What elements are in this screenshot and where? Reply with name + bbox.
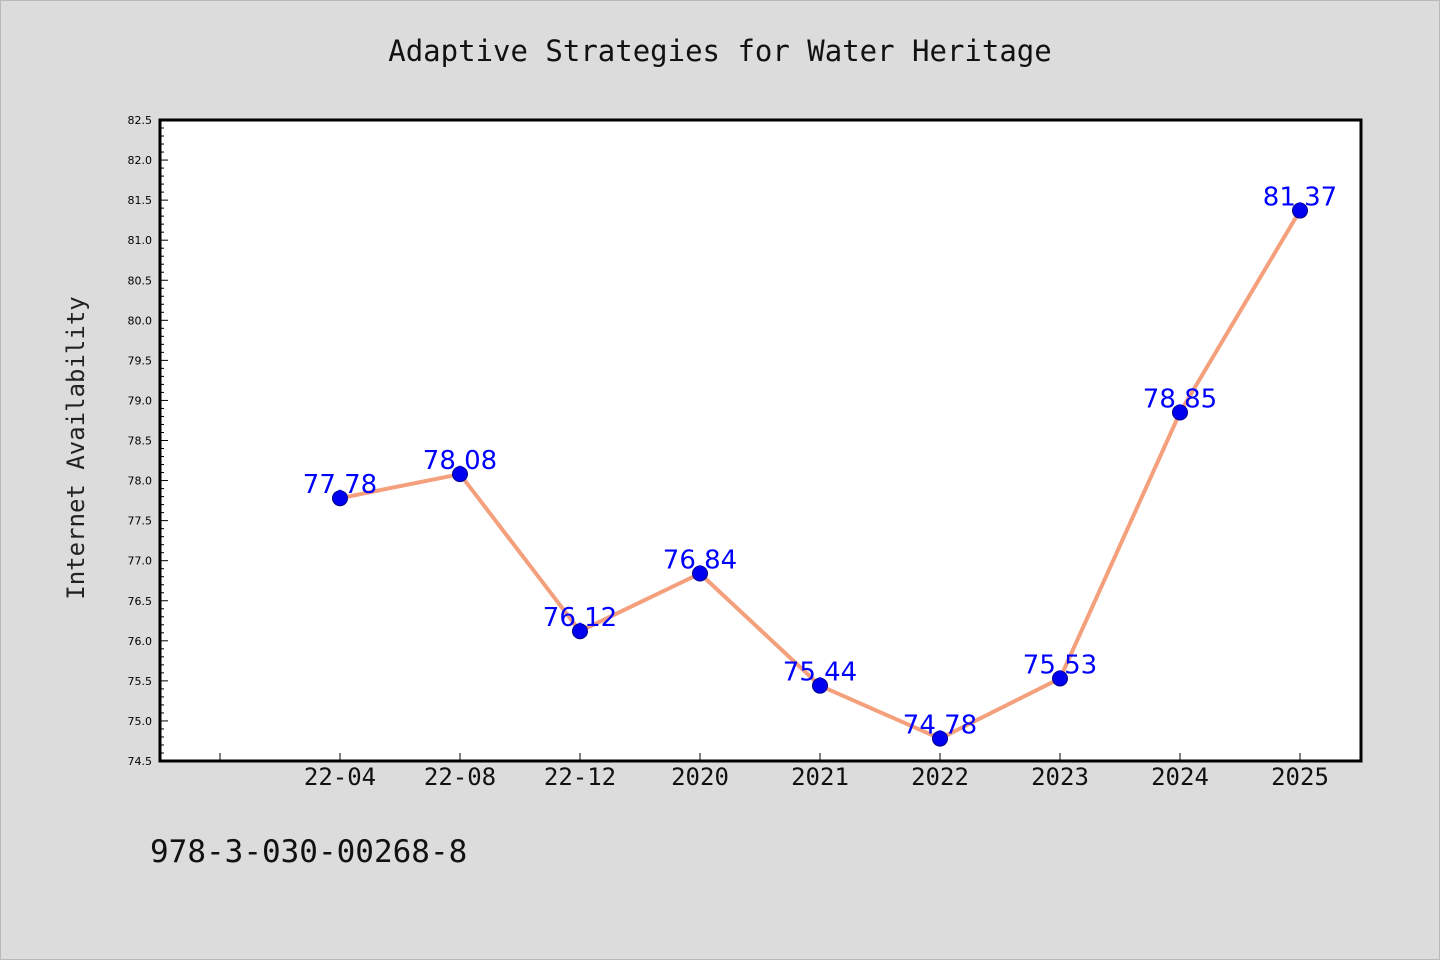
y-tick-label: 75.0	[128, 715, 153, 728]
y-tick-label: 78.5	[128, 435, 153, 448]
data-label: 76.12	[543, 603, 617, 633]
y-tick-label: 79.5	[128, 354, 153, 367]
data-point	[692, 565, 708, 582]
data-label: 74.78	[903, 711, 977, 741]
data-label: 81.37	[1263, 183, 1337, 213]
x-tick-label: 2025	[1271, 763, 1329, 791]
data-label: 78.85	[1143, 384, 1217, 414]
y-tick-label: 76.0	[128, 635, 153, 648]
data-point	[332, 490, 348, 507]
y-tick-label: 82.0	[128, 154, 153, 167]
data-point	[572, 623, 588, 640]
data-point	[1052, 670, 1068, 687]
data-point	[1172, 404, 1188, 421]
x-tick-label: 22-08	[424, 763, 496, 791]
x-tick-label: 2020	[671, 763, 729, 791]
data-label: 75.53	[1023, 650, 1097, 680]
data-label: 76.84	[663, 546, 737, 576]
y-tick-label: 80.5	[128, 274, 153, 287]
y-tick-label: 80.0	[128, 314, 153, 327]
x-tick-label: 22-04	[304, 763, 376, 791]
data-label: 77.78	[303, 470, 377, 500]
y-tick-label: 76.5	[128, 595, 153, 608]
y-tick-label: 78.0	[128, 475, 153, 488]
x-tick-label: 2021	[791, 763, 849, 791]
data-point	[1292, 202, 1308, 219]
data-label: 75.44	[783, 658, 857, 688]
y-tick-label: 81.0	[128, 234, 153, 247]
y-tick-label: 77.0	[128, 555, 153, 568]
y-tick-label: 82.5	[128, 114, 153, 127]
data-point	[812, 677, 828, 694]
x-tick-label: 2023	[1031, 763, 1089, 791]
plot-border	[158, 118, 1363, 763]
y-tick-label: 77.5	[128, 515, 153, 528]
x-tick-label: 2024	[1151, 763, 1209, 791]
y-tick-label: 81.5	[128, 194, 153, 207]
data-point	[452, 466, 468, 483]
data-point	[932, 730, 948, 747]
chart-title: Adaptive Strategies for Water Heritage	[388, 34, 1052, 68]
data-label: 78.08	[423, 446, 497, 476]
x-tick-label: 2022	[911, 763, 969, 791]
y-tick-label: 79.0	[128, 394, 153, 407]
y-tick-label: 74.5	[128, 755, 153, 768]
y-tick-label: 75.5	[128, 675, 153, 688]
x-tick-label: 22-12	[544, 763, 616, 791]
plot-area	[160, 120, 1361, 761]
isbn-text: 978-3-030-00268-8	[150, 834, 468, 870]
